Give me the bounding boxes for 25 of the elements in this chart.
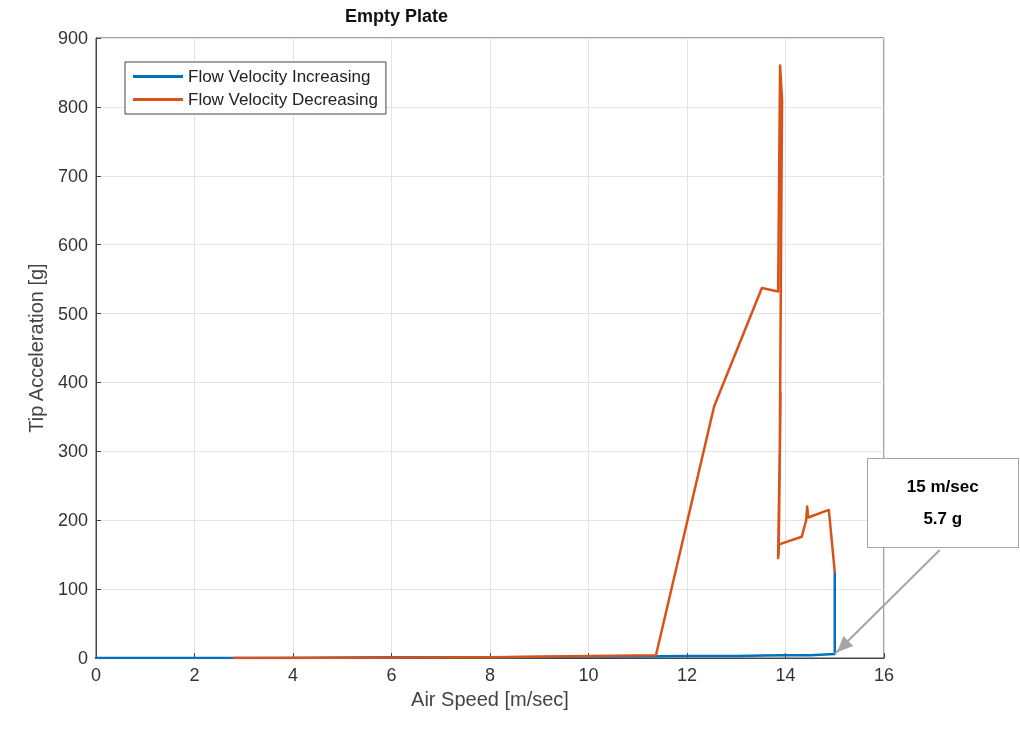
y-tick-label: 400 xyxy=(57,372,88,393)
x-tick-label: 4 xyxy=(287,665,299,685)
y-tick-label: 800 xyxy=(57,96,88,117)
chart-title: Empty Plate xyxy=(345,6,449,26)
y-tick-label: 300 xyxy=(57,441,88,462)
x-tick-label: 8 xyxy=(484,665,496,685)
legend-label: Flow Velocity Decreasing xyxy=(188,90,378,109)
y-tick-label: 100 xyxy=(57,579,88,600)
y-tick-label: 500 xyxy=(57,303,88,324)
y-tick-label: 900 xyxy=(57,28,88,48)
x-axis-title: Air Speed [m/sec] xyxy=(411,687,569,710)
x-tick-label: 6 xyxy=(386,665,397,685)
y-tick-label: 0 xyxy=(77,648,88,668)
x-tick-label: 10 xyxy=(578,665,599,685)
callout-box: 15 m/sec 5.7 g xyxy=(866,458,1019,549)
y-tick-label: 200 xyxy=(57,510,88,531)
x-tick-label: 16 xyxy=(873,665,895,685)
x-tick-label: 14 xyxy=(775,665,796,685)
x-tick-label: 2 xyxy=(189,665,200,685)
y-tick-label: 600 xyxy=(57,234,88,255)
legend-label: Flow Velocity Increasing xyxy=(188,67,371,86)
y-tick-label: 700 xyxy=(57,165,88,186)
x-tick-label: 0 xyxy=(90,665,102,685)
x-tick-label: 12 xyxy=(676,665,698,685)
y-axis-title: Tip Acceleration [g] xyxy=(25,263,47,433)
